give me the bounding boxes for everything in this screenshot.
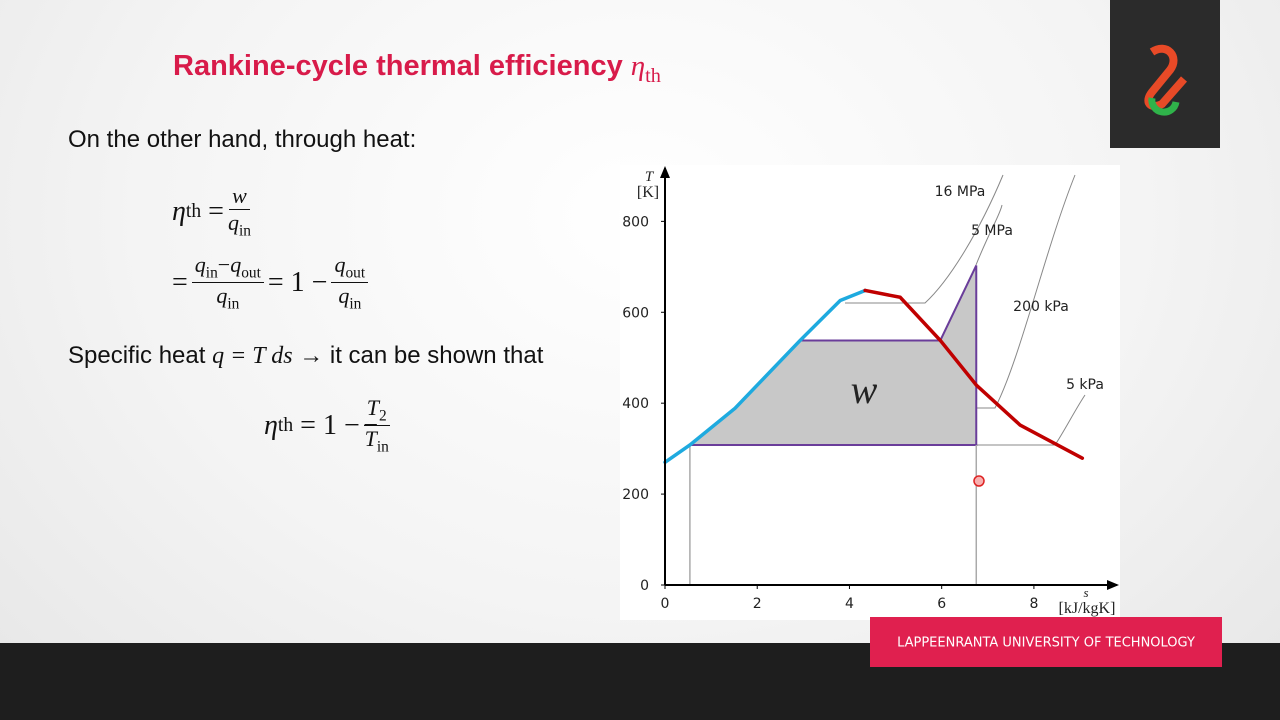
symbol: q: [230, 252, 242, 277]
y-tick-label: 200: [622, 487, 649, 503]
symbol: η: [172, 195, 186, 227]
symbol: in: [349, 295, 362, 313]
x-tick-label: 0: [661, 596, 670, 612]
text: Specific heat: [68, 342, 206, 369]
y-tick-label: 400: [622, 396, 649, 412]
isobar-line: [845, 174, 1004, 304]
equation: = qin−qout qin = 1 − qout qin: [172, 252, 372, 314]
x-tick-label: 2: [753, 596, 762, 612]
isobar-line: [735, 174, 1076, 409]
symbol: q: [334, 252, 346, 277]
x-arrow: [1107, 580, 1119, 590]
saturation-curve: [663, 288, 867, 465]
y-tick-label: 0: [640, 578, 649, 594]
title-text: Rankine-cycle thermal efficiency: [173, 50, 623, 82]
symbol: 2: [378, 407, 387, 425]
symbol: 1: [322, 409, 337, 441]
saturation-curve: [863, 288, 1085, 460]
area-label: w: [851, 367, 878, 412]
title-symbol-sub: th: [645, 64, 661, 87]
symbol: out: [345, 264, 366, 282]
symbol: −: [343, 409, 360, 441]
symbol: in: [205, 264, 218, 282]
footer-badge: [870, 617, 1222, 667]
x-axis-unit: [kJ/kgK]: [1059, 600, 1116, 617]
y-tick-label: 600: [622, 305, 649, 321]
text-line: On the other hand, through heat:: [68, 126, 417, 153]
symbol: q: [338, 283, 350, 309]
y-axis-label: T: [645, 169, 655, 185]
symbol: q: [194, 252, 206, 277]
equation: η th = w qin: [172, 183, 255, 240]
x-axis-label: s: [1083, 585, 1088, 600]
x-tick-label: 6: [937, 596, 946, 612]
symbol: T: [366, 395, 379, 420]
isobar-label: 5 MPa: [971, 223, 1013, 239]
x-tick-label: 4: [845, 596, 854, 612]
symbol: =: [267, 266, 284, 298]
formula: q = T ds: [212, 343, 293, 369]
isobar-label: 200 kPa: [1013, 299, 1069, 315]
text: → it can be shown that: [299, 342, 544, 369]
symbol: q: [216, 283, 228, 309]
equation: η th = 1 − T2 Tin: [264, 395, 394, 457]
symbol: th: [185, 200, 202, 222]
x-tick-label: 8: [1029, 596, 1038, 612]
symbol: th: [277, 414, 294, 436]
isobar-label: 16 MPa: [935, 184, 986, 200]
symbol: in: [227, 295, 240, 313]
isobar-line: [975, 204, 1003, 266]
symbol: −: [311, 266, 328, 298]
y-axis-unit: [K]: [637, 184, 659, 201]
symbol: −: [217, 252, 231, 277]
symbol: w: [229, 183, 250, 210]
title-symbol: η: [630, 50, 646, 82]
symbol: q: [227, 210, 239, 235]
cursor: [973, 475, 985, 487]
symbol: =: [208, 195, 224, 227]
footer-text: LAPPEENRANTA UNIVERSITY OF TECHNOLOGY: [897, 636, 1195, 651]
symbol: in: [238, 222, 251, 240]
symbol: T: [364, 426, 377, 452]
isobar-label: 5 kPa: [1066, 377, 1104, 393]
symbol: =: [300, 409, 316, 441]
symbol: out: [241, 264, 261, 282]
y-arrow: [660, 166, 670, 178]
logo: [1148, 97, 1180, 116]
symbol: 1: [290, 266, 305, 298]
symbol: =: [172, 266, 188, 298]
text-line: Specific heat q = T ds → it can be shown…: [68, 342, 543, 370]
y-tick-label: 800: [622, 214, 649, 230]
symbol: in: [376, 438, 389, 456]
symbol: η: [264, 409, 278, 441]
slide-title: Rankine-cycle thermal efficiency ηth: [173, 50, 661, 88]
